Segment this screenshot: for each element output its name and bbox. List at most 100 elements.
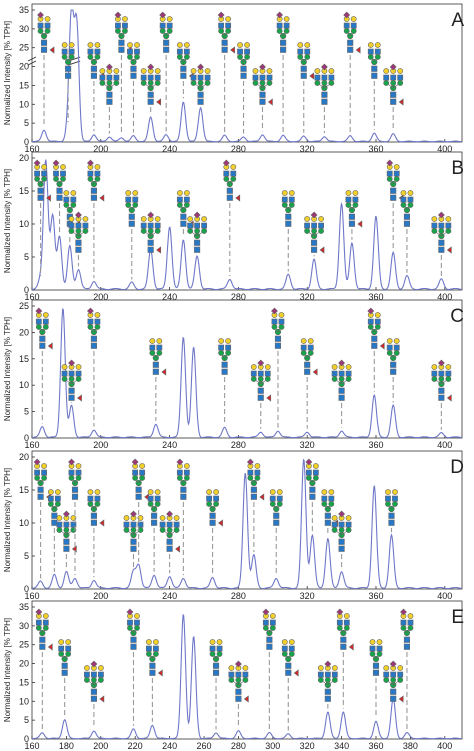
glcnac-square [403,213,411,220]
glcnac-square [288,196,295,203]
mannose-circle [127,625,133,631]
fucose-triangle [77,394,82,402]
galactose-circle [328,68,335,74]
mannose-circle [204,80,211,86]
mannose-circle [252,80,259,86]
galactose-circle [75,463,82,469]
glycan-structure-0-19 [367,42,381,79]
glcnac-square [340,643,347,650]
galactose-circle [94,164,101,170]
fucose-triangle [293,669,299,677]
galactose-circle [343,613,350,619]
galactose-circle [94,489,101,495]
x-tick-label: 260 [196,741,211,751]
glcnac-square [132,196,139,203]
mannose-circle [345,202,352,208]
glycan-structure-3-1 [47,489,61,526]
galactose-circle [374,42,381,48]
mannose-circle [367,54,374,60]
glcnac-square [372,669,380,676]
mannose-circle [56,527,63,533]
galactose-circle [187,216,194,222]
glcnac-square [42,619,49,626]
mannose-circle [47,501,54,507]
glcnac-square [385,495,391,502]
glcnac-square [180,220,187,227]
glcnac-square [226,187,233,194]
glcnac-square [90,512,97,519]
glcnac-square [137,521,144,528]
glcnac-square [338,394,345,401]
x-tick-label: 200 [93,440,108,450]
mannose-circle [390,677,397,683]
glcnac-square [324,695,331,702]
galactose-circle [431,216,438,222]
glcnac-square [367,318,374,325]
galactose-circle [183,190,190,196]
fucose-triangle [266,394,272,402]
glycan-structure-3-16 [321,489,339,527]
galactose-circle [183,463,190,469]
mannose-circle [271,324,278,330]
mannose-circle [149,350,156,356]
glcnac-square [309,493,316,500]
galactose-circle [127,42,133,48]
glcnac-square [123,521,130,528]
glcnac-square [445,370,452,377]
mannose-circle [338,376,345,382]
glcnac-square [235,671,242,678]
glycan-structure-3-13 [269,489,283,526]
glcnac-square [130,545,137,552]
glcnac-square [403,220,411,227]
galactose-circle [183,42,190,48]
mannose-circle [228,677,235,683]
glcnac-square [347,46,354,53]
glycan-structure-4-1 [58,639,72,676]
glycan-structure-0-20 [383,63,404,106]
mannose-circle [374,54,381,60]
panel-label: A [451,10,464,31]
glcnac-square [190,74,197,81]
x-tick-label: 280 [231,591,246,601]
sialic-acid-diamond [62,510,70,518]
mannose-circle [140,228,147,234]
glcnac-square [386,344,393,351]
galactose-circle [140,68,147,74]
galactose-circle [173,515,180,521]
glcnac-square [244,48,250,55]
glcnac-square [130,643,137,650]
mannose-circle [209,651,216,657]
glcnac-square [403,643,411,650]
glcnac-square [37,22,44,29]
x-tick-label: 380 [403,741,418,751]
galactose-circle [54,489,61,495]
fucose-triangle [357,220,363,228]
x-tick-label: 240 [162,292,177,302]
glycan-structure-4-7 [209,639,223,676]
glcnac-square [371,342,378,349]
glcnac-square [400,196,407,203]
glcnac-square [331,521,338,528]
y-tick-label: 10 [19,518,29,528]
mannose-circle [187,228,194,234]
glcnac-square [206,495,212,502]
galactose-circle [70,190,77,196]
fucose-triangle [157,669,163,677]
glcnac-square [311,246,318,253]
galactose-circle [176,190,183,196]
glcnac-square [273,519,280,526]
y-tick-label: 15 [19,80,29,90]
glcnac-square [307,344,314,351]
glcnac-square [163,46,170,53]
mannose-circle [318,228,324,234]
glycan-structure-2-4 [149,338,167,376]
glcnac-square [288,645,295,652]
glycan-structure-4-9 [262,608,276,650]
mannose-circle [152,651,159,657]
mannose-circle [147,80,154,86]
galactose-circle [288,190,295,196]
glcnac-square [127,619,133,626]
x-tick-label: 200 [93,591,108,601]
glcnac-square [151,512,158,519]
mannose-circle [393,176,400,182]
